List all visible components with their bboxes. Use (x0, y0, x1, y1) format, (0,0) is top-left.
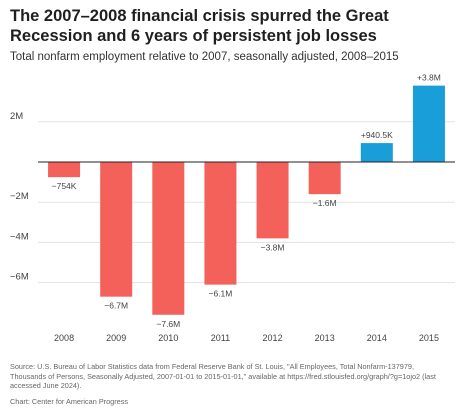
y-tick-label: 2M (10, 111, 23, 122)
data-label: −6.1M (209, 289, 233, 299)
x-tick-label: 2014 (367, 333, 387, 343)
x-tick-label: 2012 (263, 333, 283, 343)
chart-credit: Chart: Center for American Progress (10, 397, 129, 406)
bars (48, 85, 445, 315)
data-label: −1.6M (313, 198, 337, 208)
data-label: −7.6M (156, 319, 180, 329)
x-tick-label: 2013 (315, 333, 335, 343)
data-label: +940.5K (361, 130, 393, 140)
chart-title: The 2007–2008 financial crisis spurred t… (10, 7, 389, 45)
chart-subtitle: Total nonfarm employment relative to 200… (10, 51, 399, 63)
x-tick-label: 2009 (106, 333, 126, 343)
bar-2008 (48, 162, 81, 178)
bar-2009 (100, 162, 133, 297)
bar-2011 (204, 162, 237, 285)
bar-chart: −754K −6.7M −7.6M −6.1M −3.8M −1.6M +940.5K +3.… (10, 73, 455, 343)
x-tick-label: 2011 (211, 333, 230, 343)
bar-2014 (360, 143, 393, 162)
x-tick-label: 2008 (54, 333, 74, 343)
data-label: −6.7M (104, 301, 128, 311)
data-label: −3.8M (261, 242, 285, 252)
y-tick-label: −4M (10, 231, 29, 242)
bar-2015 (412, 85, 445, 162)
x-tick-label: 2010 (158, 333, 178, 343)
axes: 2M −2M −4M −6M 2008 2009 2010 2011 2012 2013 2014 2… (10, 111, 455, 343)
data-label: −754K (52, 181, 77, 191)
y-tick-label: −2M (10, 191, 29, 202)
data-labels: −754K −6.7M −7.6M −6.1M −3.8M −1.6M +940.5K +3.… (52, 73, 441, 329)
bar-2012 (256, 162, 289, 239)
x-tick-label: 2015 (419, 333, 439, 343)
data-label: +3.8M (417, 73, 441, 83)
bar-2010 (152, 162, 185, 315)
bar-2013 (308, 162, 341, 195)
y-tick-label: −6M (10, 272, 29, 283)
source-note: Source: U.S. Bureau of Labor Statistics … (10, 362, 436, 390)
